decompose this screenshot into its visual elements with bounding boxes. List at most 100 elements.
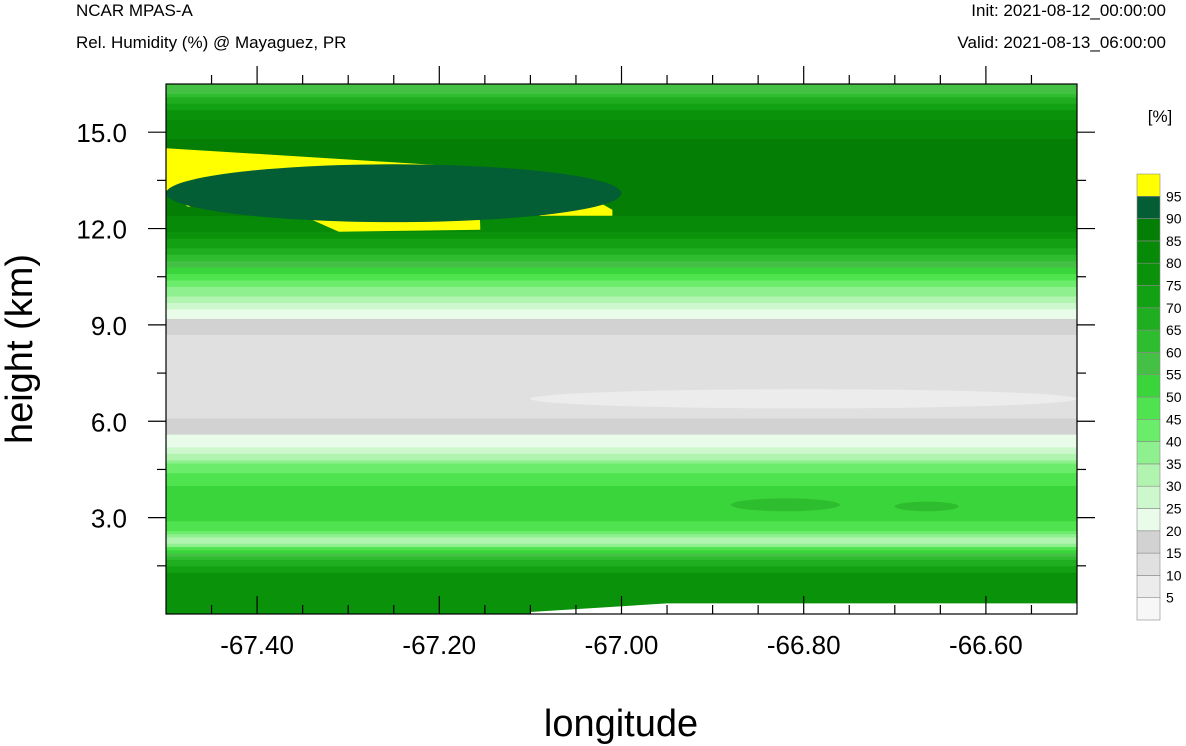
humidity-band [166, 388, 1077, 393]
colorbar-swatch [1136, 597, 1161, 621]
colorbar-label: 15 [1166, 545, 1182, 561]
colorbar-label: 65 [1166, 322, 1182, 338]
humidity-band [166, 141, 1077, 146]
humidity-band [166, 154, 1077, 159]
humidity-band [166, 404, 1077, 409]
x-tick-labels: -67.40 -67.20 -67.00 -66.80 -66.60 [220, 630, 1023, 660]
humidity-band [166, 385, 1077, 390]
humidity-band [166, 533, 1077, 538]
colorbar-swatch [1136, 307, 1161, 331]
humidity-band [166, 134, 1077, 140]
humidity-band [166, 520, 1077, 525]
humidity-band [166, 157, 1077, 162]
humidity-band [166, 337, 1077, 342]
humidity-band [166, 523, 1077, 528]
humidity-band [166, 372, 1077, 377]
humidity-band [166, 195, 1077, 201]
humidity-band [166, 565, 1077, 570]
x-tick-label: -66.80 [767, 630, 841, 660]
humidity-band [166, 260, 1077, 265]
humidity-band [166, 433, 1077, 438]
colorbar-swatch [1136, 262, 1161, 286]
humidity-band [166, 253, 1077, 258]
humidity-band [166, 317, 1077, 323]
humidity-band [166, 115, 1077, 120]
humidity-band [166, 298, 1077, 303]
humidity-band [166, 581, 1077, 586]
humidity-band [166, 369, 1077, 374]
humidity-feature [894, 501, 959, 512]
humidity-band [166, 224, 1077, 230]
humidity-band [166, 199, 1077, 204]
humidity-band [166, 324, 1077, 329]
colorbar-unit: [%] [1148, 107, 1173, 126]
humidity-band [166, 99, 1077, 104]
humidity-band [166, 170, 1077, 175]
humidity-band [166, 407, 1077, 413]
humidity-band [166, 84, 1077, 88]
colorbar-swatch [1136, 418, 1161, 442]
x-tick-label: -67.40 [220, 630, 294, 660]
humidity-band [166, 105, 1077, 111]
humidity-band [166, 436, 1077, 442]
humidity-band [166, 488, 1077, 493]
y-tick-labels: 3.0 6.0 9.0 12.0 15.0 [76, 118, 127, 533]
colorbar-label: 30 [1166, 478, 1182, 494]
init-time: Init: 2021-08-12_00:00:00 [971, 1, 1166, 20]
colorbar-label: 90 [1166, 211, 1182, 227]
humidity-band [166, 273, 1077, 278]
humidity-band [166, 449, 1077, 454]
colorbar-label: 70 [1166, 300, 1182, 316]
humidity-band [166, 491, 1077, 496]
humidity-feature [166, 164, 622, 223]
humidity-band [166, 250, 1077, 255]
humidity-band [166, 125, 1077, 130]
humidity-band [166, 295, 1077, 300]
colorbar-label: 10 [1166, 567, 1182, 583]
humidity-band [166, 215, 1077, 220]
colorbar-swatch [1136, 575, 1161, 599]
humidity-band [166, 504, 1077, 509]
colorbar-label: 75 [1166, 278, 1182, 294]
humidity-band [166, 456, 1077, 461]
humidity-band [166, 555, 1077, 560]
humidity-band [166, 266, 1077, 271]
colorbar-label: 40 [1166, 434, 1182, 450]
valid-time: Valid: 2021-08-13_06:00:00 [957, 33, 1166, 52]
humidity-band [166, 343, 1077, 348]
humidity-band [166, 501, 1077, 506]
colorbar-swatch [1136, 530, 1161, 554]
colorbar-label: 35 [1166, 456, 1182, 472]
humidity-band [166, 163, 1077, 169]
humidity-band [166, 131, 1077, 136]
humidity-band [166, 311, 1077, 316]
humidity-band [166, 574, 1077, 580]
humidity-band [166, 452, 1077, 458]
colorbar-swatch [1136, 329, 1161, 353]
y-tick-label: 3.0 [91, 504, 127, 534]
colorbar-label: 95 [1166, 188, 1182, 204]
colorbar-swatch [1136, 352, 1161, 375]
humidity-band [166, 423, 1077, 429]
humidity-band [166, 176, 1077, 181]
humidity-band [166, 228, 1077, 233]
humidity-band [166, 475, 1077, 480]
colorbar-label: 55 [1166, 367, 1182, 383]
humidity-feature [530, 389, 1077, 409]
humidity-band [166, 237, 1077, 242]
humidity-band [166, 221, 1077, 226]
humidity-band [166, 465, 1077, 470]
x-axis-title: longitude [544, 703, 698, 745]
humidity-band [166, 263, 1077, 268]
y-axis-title: height (km) [0, 254, 41, 444]
humidity-band [166, 539, 1077, 544]
humidity-band [166, 379, 1077, 384]
y-tick-label: 12.0 [76, 215, 127, 245]
humidity-band [166, 468, 1077, 474]
humidity-band [166, 459, 1077, 464]
humidity-band [166, 93, 1077, 98]
humidity-band [166, 173, 1077, 178]
colorbar-swatch [1136, 552, 1161, 576]
colorbar-label: 80 [1166, 255, 1182, 271]
